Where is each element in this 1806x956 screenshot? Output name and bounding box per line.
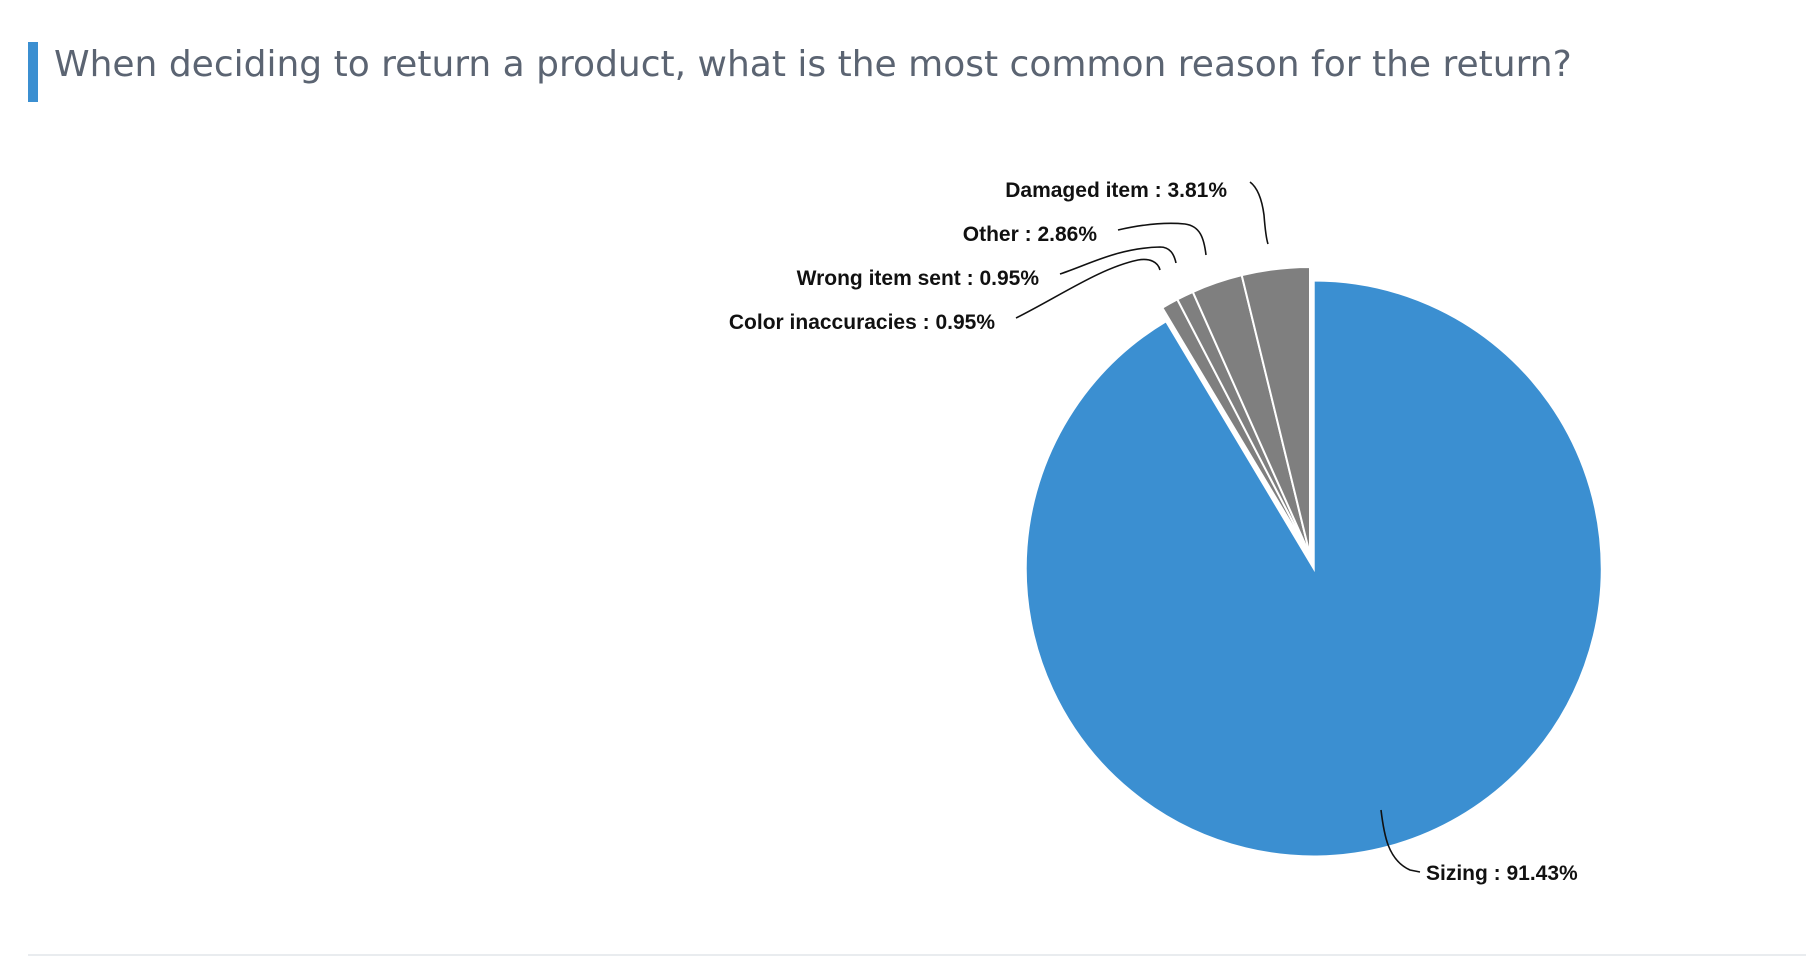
pie-slice-sizing (1024, 279, 1603, 858)
pie-labels: Sizing : 91.43% Color inaccuracies : 0.95… (729, 179, 1578, 885)
data-label-sizing: Sizing : 91.43% (1426, 862, 1578, 885)
data-label-color-inaccuracies: Color inaccuracies : 0.95% (729, 311, 995, 334)
leader-line-sizing (1380, 809, 1421, 873)
bottom-divider (28, 954, 1806, 956)
pie-slices (1024, 265, 1603, 858)
data-label-damaged-item: Damaged item : 3.81% (1005, 179, 1227, 202)
page-title: When deciding to return a product, what … (54, 44, 1572, 85)
data-label-other: Other : 2.86% (963, 223, 1098, 246)
leader-line-other (1117, 222, 1207, 256)
pie-slice-damaged-item (1240, 265, 1311, 556)
leader-line-damaged-item (1249, 181, 1269, 245)
title-accent-bar (28, 42, 38, 102)
data-label-wrong-item-sent: Wrong item sent : 0.95% (797, 267, 1040, 290)
leader-line-wrong-item-sent (1059, 246, 1177, 275)
leader-line-color-inaccuracies (1015, 258, 1161, 319)
pie-leader-lines (1015, 181, 1421, 873)
